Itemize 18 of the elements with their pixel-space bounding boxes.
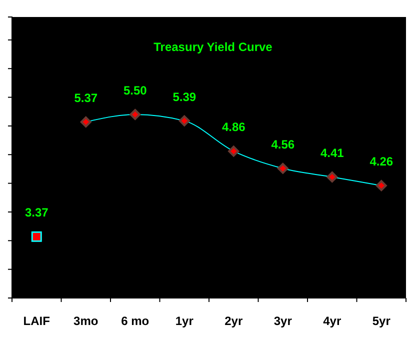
data-label: 4.56 — [271, 137, 295, 152]
data-label: 5.39 — [172, 90, 196, 104]
x-tick-label: 4yr — [323, 314, 342, 328]
x-tick-label: 1yr — [175, 314, 194, 328]
x-tick-label: 6 mo — [121, 314, 150, 328]
x-tick-label: 5yr — [372, 314, 391, 328]
data-label: 4.41 — [320, 146, 344, 160]
data-label: 5.37 — [74, 90, 98, 105]
data-label: 4.86 — [222, 120, 246, 134]
x-tick-label: 3yr — [274, 314, 292, 328]
x-tick-label: LAIF — [23, 314, 50, 328]
data-label: 5.50 — [123, 83, 148, 98]
data-label: 3.37 — [24, 206, 49, 220]
data-label: 4.26 — [370, 154, 394, 169]
point — [31, 231, 42, 242]
text: Treasury Yield Curve — [154, 40, 273, 54]
x-tick-label: 2yr — [224, 314, 243, 328]
x-tick-label: 3mo — [74, 314, 98, 328]
